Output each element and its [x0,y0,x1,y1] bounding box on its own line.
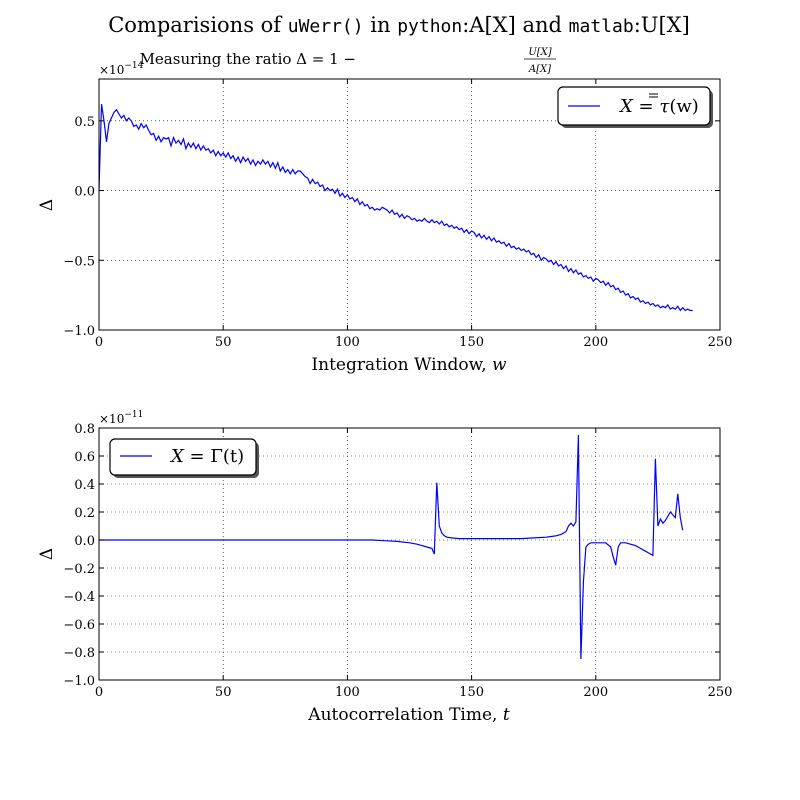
top-x-tick-label: 250 [708,335,733,350]
bottom-y-tick-label: 0.6 [74,450,95,465]
bottom-y-tick-label: −1.0 [63,674,95,689]
bottom-chart: 0 50 100 150 200 250 −1.0−0.8−0.6−0.4−0.20.00… [37,410,732,725]
bottom-x-tick-label: 0 [95,685,103,700]
bottom-y-tick-label: 0.0 [74,534,95,549]
bottom-series-line [99,434,684,660]
top-axes-frame [98,78,721,331]
top-title-numerator: U[X] [528,47,551,58]
top-x-tick-label: 150 [459,335,484,350]
top-title-lead: Measuring the ratio Δ = 1 − [140,50,356,68]
top-legend-box [557,86,711,126]
top-subplot-title: Measuring the ratio Δ = 1 − U[X] A[X] [140,47,556,75]
bottom-x-axis-label: Autocorrelation Time, t [307,705,510,725]
top-title-denominator: A[X] [528,64,551,75]
bottom-x-ticks: 0 50 100 150 200 250 [95,428,733,700]
bottom-legend: X = Γ(t) [109,438,259,478]
top-x-tick-label: 100 [335,335,360,350]
top-y-axis-label: Δ [37,199,57,211]
top-y-tick-label: −0.5 [63,254,95,269]
bottom-y-tick-label: −0.6 [63,618,95,633]
top-legend: X = τ(w) [557,86,713,128]
top-x-axis-label: Integration Window, w [311,355,507,375]
bottom-y-tick-label: 0.2 [74,506,95,521]
bottom-y-multiplier: ×10−11 [99,410,143,426]
top-chart: Measuring the ratio Δ = 1 − U[X] A[X] 0 5… [37,47,732,375]
top-x-tick-label: 200 [583,335,608,350]
top-series-line [98,104,693,312]
bottom-x-tick-label: 100 [335,685,360,700]
top-y-tick-label: 0.0 [74,185,95,200]
bottom-x-tick-label: 50 [215,685,232,700]
bottom-y-tick-label: 0.8 [74,422,95,437]
top-legend-label: X = τ(w) [618,96,699,117]
bottom-y-ticks: −1.0 −0.8 −0.6 −0.4 −0.2 0.0 0.2 0.4 0.6 0.8 [63,422,720,689]
top-y-ticks: −1.0 −0.5 0.0 0.5 [63,115,720,339]
figure-title: Comparisions of uWerr() in python:A[X] a… [108,13,690,37]
bottom-x-tick-label: 150 [459,685,484,700]
top-x-tick-label: 50 [215,335,232,350]
top-x-tick-label: 0 [95,335,103,350]
bottom-y-tick-label: −0.2 [63,562,95,577]
bottom-legend-label: X = Γ(t) [169,446,244,467]
bottom-y-axis-label: Δ [37,548,57,560]
top-y-tick-label: 0.5 [74,115,95,130]
bottom-y-tick-label: 0.4 [74,478,95,493]
bottom-y-tick-label: −0.4 [63,590,95,605]
top-x-ticks: 0 50 100 150 200 250 [95,79,733,350]
bottom-x-tick-label: 250 [708,685,733,700]
top-y-multiplier: ×10−14 [99,61,144,77]
bottom-axes-frame [98,427,721,681]
bottom-x-tick-label: 200 [583,685,608,700]
bottom-y-tick-label: −0.8 [63,646,95,661]
top-y-tick-label: −1.0 [63,324,95,339]
bottom-legend-box [109,438,257,476]
